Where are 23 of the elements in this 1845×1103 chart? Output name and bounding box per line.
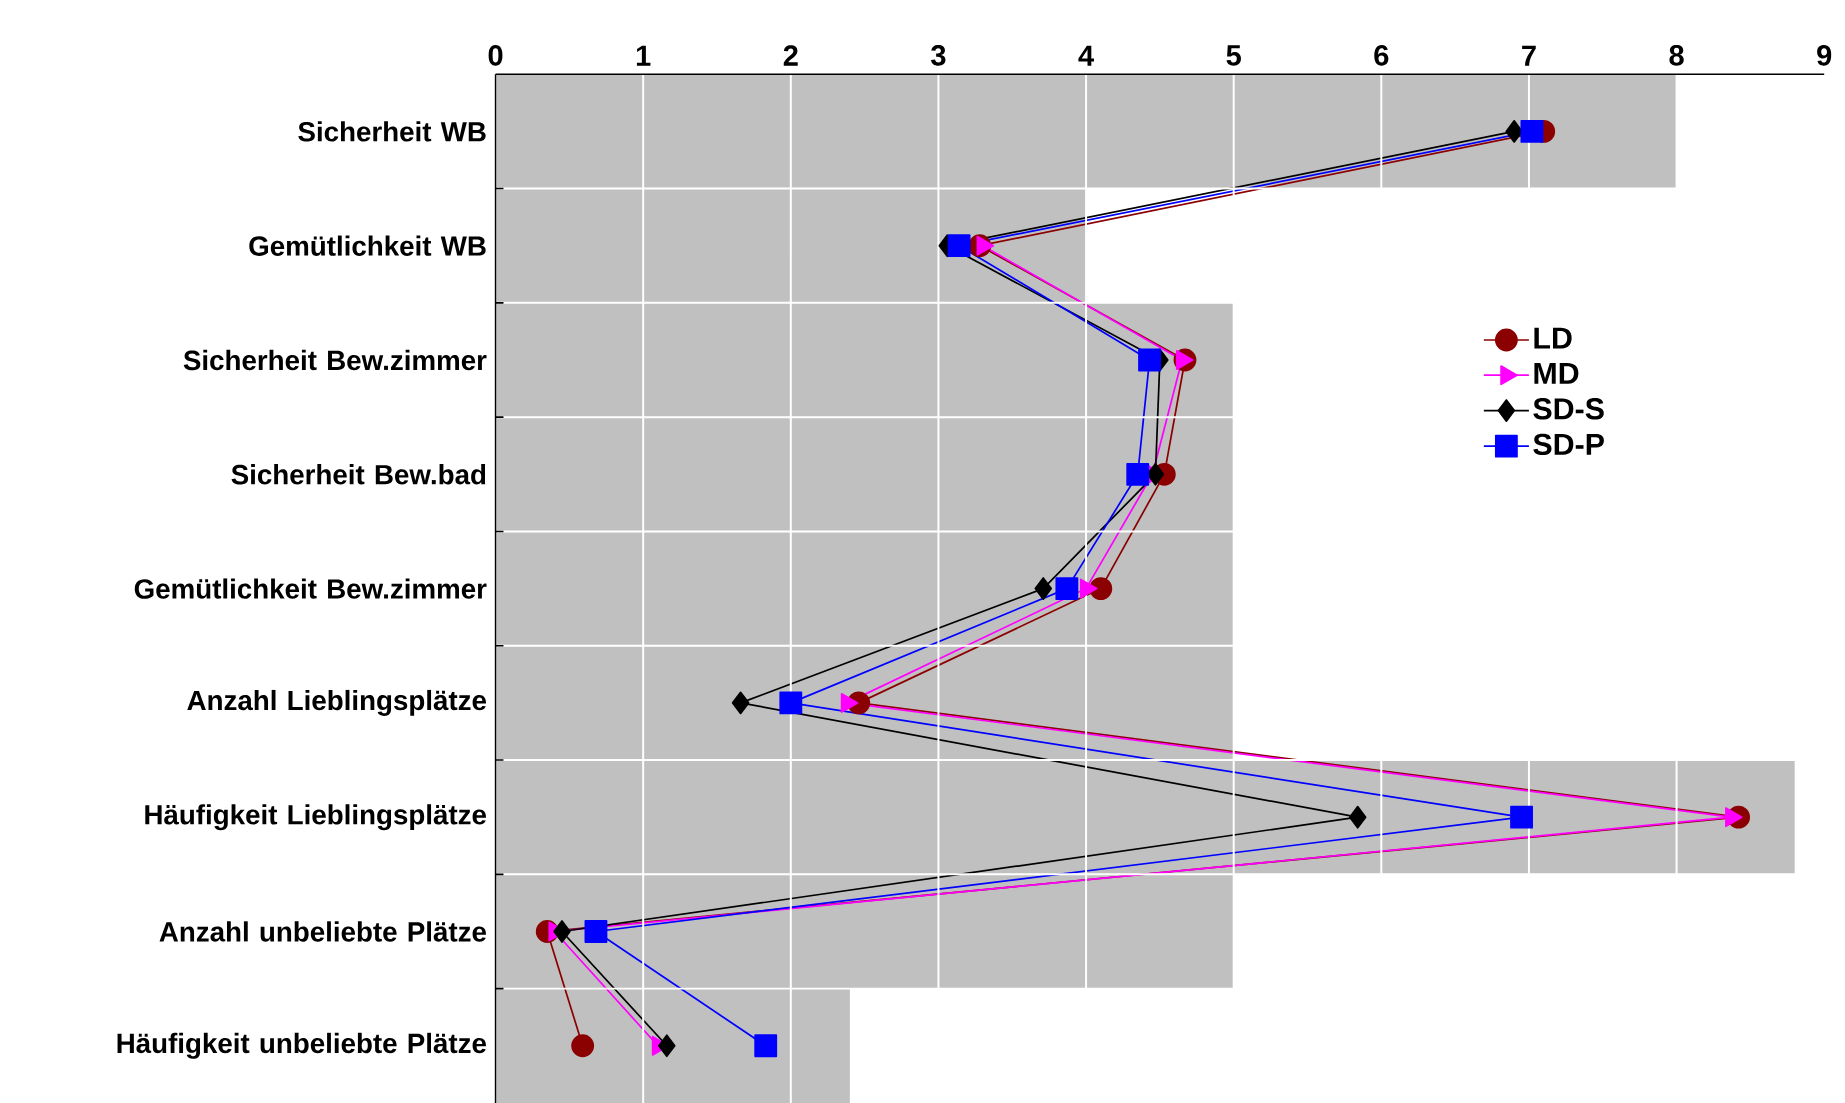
legend-label: SD-S: [1533, 398, 1604, 420]
x-tick-label: 7: [1522, 45, 1536, 66]
y-tick-label: Sicherheit Bew.bad: [231, 464, 486, 485]
y-tick-label: Anzahl Lieblingsplätze: [187, 689, 486, 716]
x-tick-label: 9: [1817, 45, 1832, 66]
y-tick-label: Sicherheit WB: [298, 121, 486, 142]
x-tick-label: 2: [783, 45, 798, 66]
x-tick-label: 1: [636, 45, 651, 66]
x-tick-label: 5: [1226, 45, 1241, 66]
x-tick-label: 4: [1078, 45, 1094, 66]
y-tick-label: Anzahl unbeliebte Plätze: [159, 921, 486, 942]
x-tick-label: 8: [1669, 45, 1684, 66]
y-tick-label: Gemütlichkeit Bew.zimmer: [134, 578, 487, 599]
y-tick-label: Gemütlichkeit WB: [249, 235, 486, 256]
legend-label: SD-P: [1533, 433, 1604, 456]
y-tick-label: Häufigkeit unbeliebte Plätze: [117, 1032, 486, 1059]
x-tick-label: 0: [488, 45, 503, 66]
legend-label: MD: [1534, 362, 1579, 384]
legend-label: LD: [1534, 327, 1572, 349]
x-tick-label: 6: [1374, 45, 1389, 66]
x-tick-label: 3: [931, 45, 946, 66]
y-tick-label: Häufigkeit Lieblingsplätze: [145, 804, 486, 831]
y-tick-label: Sicherheit Bew.zimmer: [183, 349, 487, 371]
